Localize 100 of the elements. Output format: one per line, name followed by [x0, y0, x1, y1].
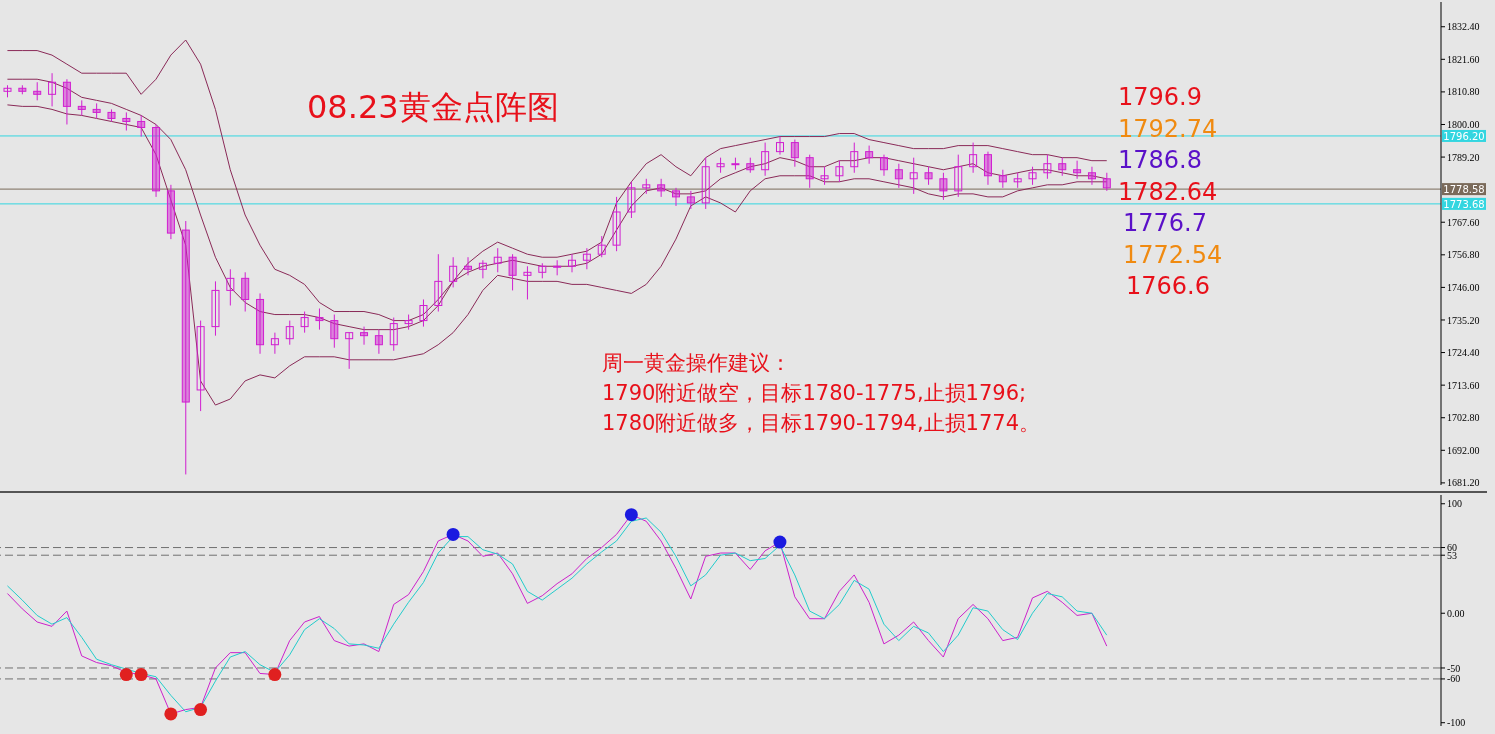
candlestick: [62, 78, 71, 125]
candlestick: [909, 157, 918, 195]
candlestick: [1087, 166, 1096, 186]
candlestick: [672, 187, 681, 207]
y-tick-label: 1756.80: [1447, 249, 1480, 261]
candlestick: [523, 265, 532, 300]
candlestick: [790, 139, 799, 168]
candlestick: [1043, 154, 1052, 180]
candlestick: [137, 114, 146, 138]
candlestick: [285, 320, 294, 346]
annotation: 1796.9: [1118, 83, 1202, 111]
candlestick: [315, 308, 324, 331]
candlestick: [196, 320, 205, 412]
candlestick: [92, 102, 101, 119]
candlestick: [166, 184, 175, 240]
candlestick: [612, 196, 621, 252]
annotation: 1786.8: [1118, 146, 1202, 174]
candlestick: [226, 268, 235, 306]
candlestick: [181, 220, 190, 475]
candlestick: [776, 136, 784, 156]
y-tick-label: 1746.00: [1447, 281, 1480, 293]
candlestick: [597, 235, 606, 258]
annotation: 1792.74: [1118, 114, 1218, 143]
y-tick-label: 1713.60: [1447, 379, 1480, 391]
candlestick: [345, 332, 354, 370]
point: [194, 703, 208, 717]
y-tick-label: 1735.20: [1447, 314, 1480, 326]
candlestick: [419, 298, 428, 328]
candlestick: [211, 280, 220, 337]
y-tick-label: 60: [1447, 542, 1457, 554]
candlestick: [152, 123, 161, 198]
candlestick: [582, 247, 591, 270]
candlestick: [107, 108, 116, 122]
annotation: 1766.6: [1126, 272, 1210, 300]
candlestick: [360, 326, 369, 346]
candlestick: [746, 157, 755, 174]
candlestick: [434, 253, 443, 313]
y-tick-label: -50: [1447, 662, 1461, 674]
y-tick-label: 1789.20: [1447, 151, 1480, 163]
y-tick-label: 1702.80: [1447, 412, 1480, 424]
candlestick: [508, 253, 517, 291]
candlestick: [865, 145, 874, 165]
candlestick: [998, 169, 1007, 189]
candlestick: [761, 142, 770, 177]
candlestick: [300, 311, 309, 334]
candlestick: [330, 314, 339, 349]
point: [119, 668, 133, 682]
candlestick: [1073, 160, 1082, 180]
y-tick-label: 1821.60: [1447, 53, 1480, 65]
candlestick: [122, 111, 131, 132]
candlestick: [954, 154, 963, 198]
candlestick: [48, 72, 57, 107]
y-tick-label: -100: [1447, 717, 1466, 729]
point: [446, 527, 460, 541]
y-tick-label: 1810.80: [1447, 86, 1480, 98]
candlestick: [449, 256, 458, 288]
candlestick: [18, 84, 27, 95]
candlestick: [969, 142, 978, 174]
annotation: 1790附近做空，目标1780-1775,止损1796;: [602, 380, 1027, 407]
candlestick: [701, 157, 710, 210]
candlestick: [924, 166, 933, 186]
candlestick: [820, 166, 829, 186]
candlestick: [77, 99, 86, 116]
candlestick: [33, 81, 42, 101]
candlestick: [241, 271, 250, 313]
annotation: 1776.7: [1123, 209, 1207, 237]
candlestick: [478, 259, 487, 279]
candlestick: [657, 178, 666, 198]
y-tick-label: 1800.00: [1447, 119, 1480, 131]
candlestick: [1028, 166, 1037, 186]
point: [624, 508, 638, 522]
candlestick: [850, 142, 859, 174]
candlestick: [389, 317, 398, 352]
point: [773, 535, 787, 549]
text: 08.23黄金点阵图: [307, 87, 559, 128]
y-tick-label: 0.00: [1447, 607, 1465, 619]
y-tick-label: 1692.00: [1447, 444, 1480, 456]
candlestick: [256, 292, 265, 355]
ref-line-label: 1796.20: [1443, 130, 1485, 142]
candlestick: [894, 163, 903, 189]
annotation: 1780附近做多，目标1790-1794,止损1774。: [602, 410, 1041, 437]
candlestick: [270, 332, 279, 355]
point: [164, 707, 178, 721]
annotation: 1772.54: [1123, 240, 1223, 269]
candlestick: [1102, 172, 1111, 192]
candlestick: [983, 151, 992, 186]
y-tick-label: 1681.20: [1447, 477, 1480, 489]
ref-line-label: 1773.68: [1443, 198, 1485, 210]
candlestick: [805, 154, 814, 189]
y-tick-label: 1767.60: [1447, 216, 1480, 228]
candlestick: [464, 256, 473, 276]
point: [268, 668, 282, 682]
y-tick-label: 100: [1447, 498, 1462, 510]
annotation: 周一黄金操作建议：: [602, 350, 791, 377]
ref-line-label: 1778.58: [1443, 184, 1485, 196]
y-tick-label: 1832.40: [1447, 21, 1480, 33]
candlestick: [568, 253, 577, 273]
candlestick: [879, 154, 888, 177]
candlestick: [493, 247, 502, 273]
y-tick-label: -60: [1447, 673, 1461, 685]
